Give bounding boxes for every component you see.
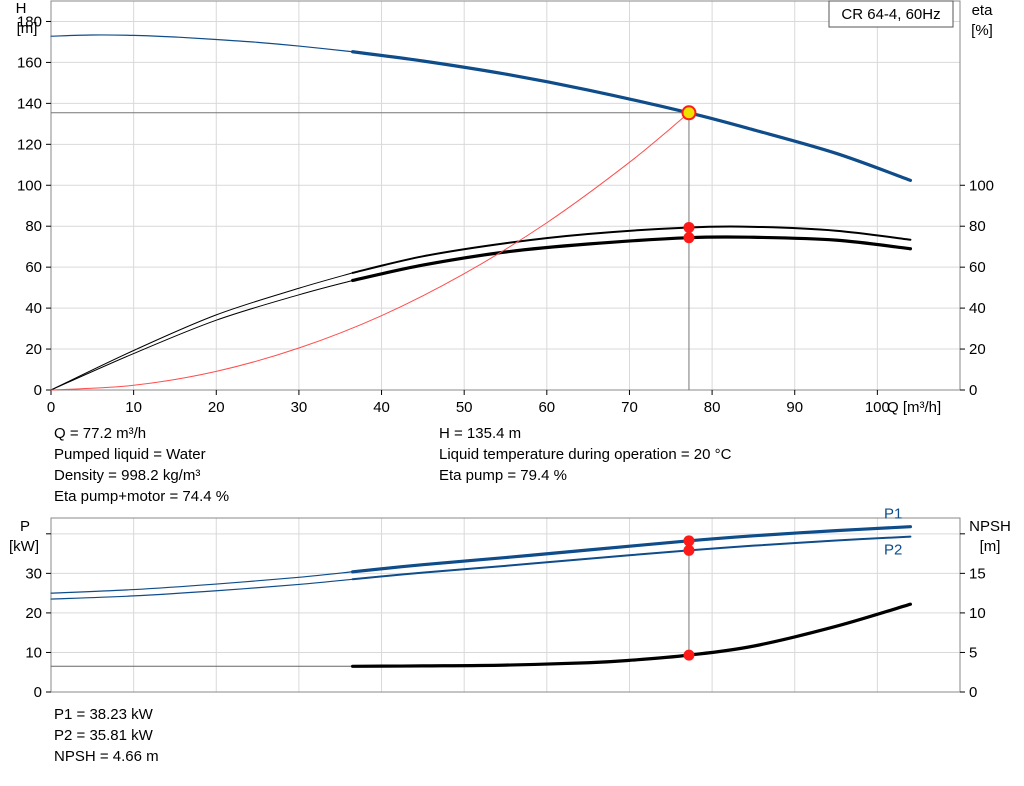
bottom-y2-tick-label: 5	[969, 644, 977, 661]
series-eta-pump-motor-extrapolated	[50, 279, 354, 391]
info-density: Density = 998.2 kg/m³	[54, 467, 201, 484]
info-p1: P1 = 38.23 kW	[54, 706, 153, 723]
top-y2-tick-label: 20	[969, 341, 986, 358]
top-y-tick-label: 160	[17, 54, 42, 71]
top-y-tick-label: 80	[25, 218, 42, 235]
bottom-y-tick-label: 0	[34, 684, 42, 701]
series-p1-extrapolated	[50, 571, 354, 594]
series-p1	[351, 525, 913, 574]
top-y-tick-label: 100	[17, 177, 42, 194]
bottom-y-tick-label: 30	[25, 565, 42, 582]
info-flow: Q = 77.2 m³/h	[54, 425, 147, 442]
top-y2-tick-label: 40	[969, 300, 986, 317]
p2-marker	[683, 544, 695, 556]
top-y2-tick-label: 100	[969, 177, 994, 194]
series-p2-extrapolated	[50, 578, 354, 600]
info-npsh: NPSH = 4.66 m	[54, 748, 159, 765]
eta-pump-marker	[683, 221, 695, 233]
top-y-tick-label: 20	[25, 341, 42, 358]
info-power-block: P1 = 38.23 kW P2 = 35.81 kW NPSH = 4.66 …	[54, 704, 159, 767]
top-x-tick-label: 30	[291, 399, 308, 416]
top-x-tick-label: 0	[47, 399, 55, 416]
p1-series-label: P1	[884, 506, 902, 523]
duty-point-marker	[681, 105, 697, 121]
bottom-y-axis-unit: [kW]	[9, 538, 39, 555]
series-head	[351, 50, 913, 182]
top-x-tick-label: 90	[786, 399, 803, 416]
top-x-tick-label: 80	[704, 399, 721, 416]
bottom-y2-tick-label: 15	[969, 565, 986, 582]
series-head-extrapolated	[50, 34, 354, 53]
top-x-tick-label: 70	[621, 399, 638, 416]
top-y-tick-label: 40	[25, 300, 42, 317]
top-x-tick-label: 60	[538, 399, 555, 416]
top-y-tick-label: 120	[17, 136, 42, 153]
bottom-y2-tick-label: 10	[969, 605, 986, 622]
info-right-block: H = 135.4 m Liquid temperature during op…	[439, 423, 731, 486]
info-p2: P2 = 35.81 kW	[54, 727, 153, 744]
p1-marker	[683, 535, 695, 547]
bottom-plot-area	[51, 518, 960, 692]
info-left-block: Q = 77.2 m³/h Pumped liquid = Water Dens…	[54, 423, 229, 507]
series-eta-pump	[351, 225, 912, 274]
info-liquid-temperature: Liquid temperature during operation = 20…	[439, 446, 732, 463]
top-x-tick-label: 10	[125, 399, 142, 416]
top-x-tick-label: 40	[373, 399, 390, 416]
series-system-curve	[50, 112, 690, 391]
top-y-axis-unit: [m]	[17, 20, 38, 37]
top-y2-axis-unit: [%]	[971, 22, 993, 39]
info-head: H = 135.4 m	[439, 425, 522, 442]
bottom-y-axis-label: P	[20, 518, 30, 535]
top-y-tick-label: 0	[34, 382, 42, 399]
top-x-axis-label: Q [m³/h]	[887, 399, 941, 416]
series-eta-pump-motor	[351, 235, 913, 283]
npsh-marker	[683, 649, 695, 661]
bottom-y-tick-label: 20	[25, 605, 42, 622]
series-p2	[351, 535, 912, 581]
chart-title: CR 64-4, 60Hz	[841, 6, 940, 23]
p2-series-label: P2	[884, 542, 902, 559]
top-y2-tick-label: 80	[969, 218, 986, 235]
title-box	[828, 0, 954, 28]
bottom-y-tick-label: 10	[25, 644, 42, 661]
info-eta-pump-motor: Eta pump+motor = 74.4 %	[54, 488, 230, 505]
top-y2-tick-label: 60	[969, 259, 986, 276]
eta-pump-motor-marker	[683, 232, 695, 244]
top-y-tick-label: 140	[17, 95, 42, 112]
top-plot-frame	[50, 0, 961, 391]
top-y-tick-label: 60	[25, 259, 42, 276]
info-eta-pump: Eta pump = 79.4 %	[439, 467, 567, 484]
top-x-tick-label: 20	[208, 399, 225, 416]
top-x-tick-label: 50	[456, 399, 473, 416]
info-pumped-liquid: Pumped liquid = Water	[54, 446, 206, 463]
top-x-tick-label: 100	[865, 399, 890, 416]
series-eta-pump-extrapolated	[50, 272, 354, 391]
top-y-tick-label: 180	[17, 13, 42, 30]
bottom-y2-axis-unit: [m]	[980, 538, 1001, 555]
top-y2-tick-label: 0	[969, 382, 977, 399]
bottom-plot-frame	[50, 517, 961, 693]
bottom-y2-tick-label: 0	[969, 684, 977, 701]
top-y2-axis-label: eta	[972, 2, 994, 19]
top-y-axis-label: H	[16, 0, 27, 17]
bottom-y2-axis-label: NPSH	[969, 518, 1011, 535]
series-npsh	[351, 602, 913, 668]
